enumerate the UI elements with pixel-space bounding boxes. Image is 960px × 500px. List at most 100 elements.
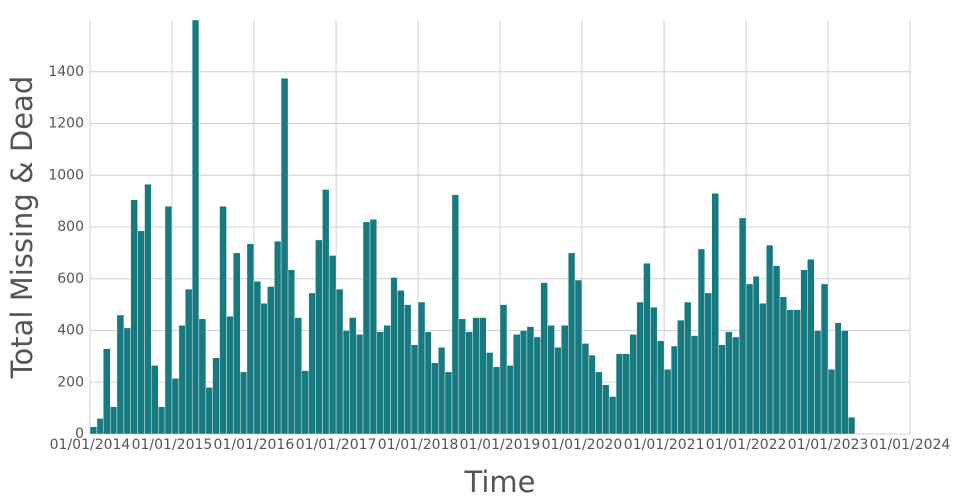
y-tick-label: 1200 [48, 116, 84, 132]
bar [759, 303, 767, 435]
bar [431, 362, 439, 435]
bar [404, 304, 412, 435]
bar [164, 206, 173, 435]
bar [772, 265, 781, 435]
bar [848, 416, 856, 435]
bar [219, 206, 227, 435]
bar [841, 330, 849, 435]
bar [561, 325, 569, 435]
bar [294, 317, 302, 435]
x-tick-label: 01/01/2020 [542, 437, 623, 453]
bar [356, 334, 364, 435]
bar [260, 303, 268, 435]
bar [814, 330, 822, 435]
bar [335, 288, 344, 435]
bar [137, 230, 145, 435]
bar [684, 301, 692, 435]
bar [198, 318, 207, 435]
bar [110, 406, 118, 435]
bar [533, 336, 541, 435]
y-tick-label: 200 [57, 374, 84, 390]
bar [656, 340, 665, 435]
bar [786, 309, 794, 435]
bar [171, 378, 180, 435]
bar [308, 292, 316, 435]
x-tick-label: 01/01/2024 [870, 437, 951, 453]
y-tick-label: 1000 [48, 167, 84, 183]
bar [226, 316, 234, 435]
bar [697, 248, 705, 435]
x-tick-label: 01/01/2021 [624, 437, 705, 453]
bar [465, 331, 473, 435]
bar [342, 330, 350, 435]
bar [144, 184, 152, 435]
bar [178, 325, 186, 435]
bar [547, 325, 555, 435]
bar [191, 19, 200, 435]
y-tick-label: 600 [57, 271, 84, 287]
bar [752, 275, 760, 435]
bar [116, 314, 125, 435]
x-tick-label: 01/01/2014 [50, 437, 131, 453]
bar [670, 345, 678, 435]
bar [793, 309, 801, 435]
bar [185, 288, 193, 435]
bar [424, 331, 432, 435]
bar [205, 387, 213, 435]
x-axis-title: Time [464, 465, 536, 499]
bar [451, 194, 459, 435]
bar [369, 219, 377, 435]
y-tick-label: 800 [57, 219, 84, 235]
x-tick-label: 01/01/2023 [788, 437, 869, 453]
bar [383, 325, 391, 435]
bar [568, 252, 576, 435]
bar [158, 406, 166, 435]
bar [513, 334, 521, 435]
bar [390, 277, 398, 435]
bar [287, 269, 295, 435]
bar [267, 286, 275, 435]
bar [677, 319, 685, 435]
bar [130, 199, 138, 435]
bar [492, 366, 501, 435]
bar [704, 292, 712, 435]
y-axis-title: Total Missing & Dead [5, 76, 39, 380]
bar [349, 317, 357, 435]
bar [574, 279, 583, 435]
bar [123, 327, 131, 435]
bar [486, 352, 494, 435]
bar [636, 301, 644, 435]
bar [479, 317, 487, 435]
bar [458, 318, 466, 435]
bar [151, 365, 159, 435]
y-tick-label: 400 [57, 323, 84, 339]
bar [96, 418, 104, 435]
bar [643, 263, 651, 435]
bar [820, 283, 829, 435]
bar [581, 343, 590, 435]
bar [540, 282, 548, 435]
bar [246, 243, 255, 435]
bar [410, 344, 419, 435]
bar [417, 301, 426, 435]
bar [397, 290, 405, 435]
bar [376, 331, 384, 435]
bar [622, 353, 630, 435]
bar [520, 330, 528, 435]
bar [588, 354, 596, 435]
x-tick-label: 01/01/2015 [132, 437, 213, 453]
bar [526, 326, 535, 435]
bar [89, 426, 98, 435]
bar [444, 371, 453, 435]
bar [602, 384, 610, 435]
bar [800, 269, 808, 435]
bar [738, 217, 747, 435]
bar [472, 317, 480, 435]
bar [438, 347, 446, 435]
x-tick-label: 01/01/2022 [706, 437, 787, 453]
bar [766, 244, 774, 435]
bar [233, 252, 241, 435]
bar [650, 307, 658, 435]
x-tick-label: 01/01/2017 [296, 437, 377, 453]
